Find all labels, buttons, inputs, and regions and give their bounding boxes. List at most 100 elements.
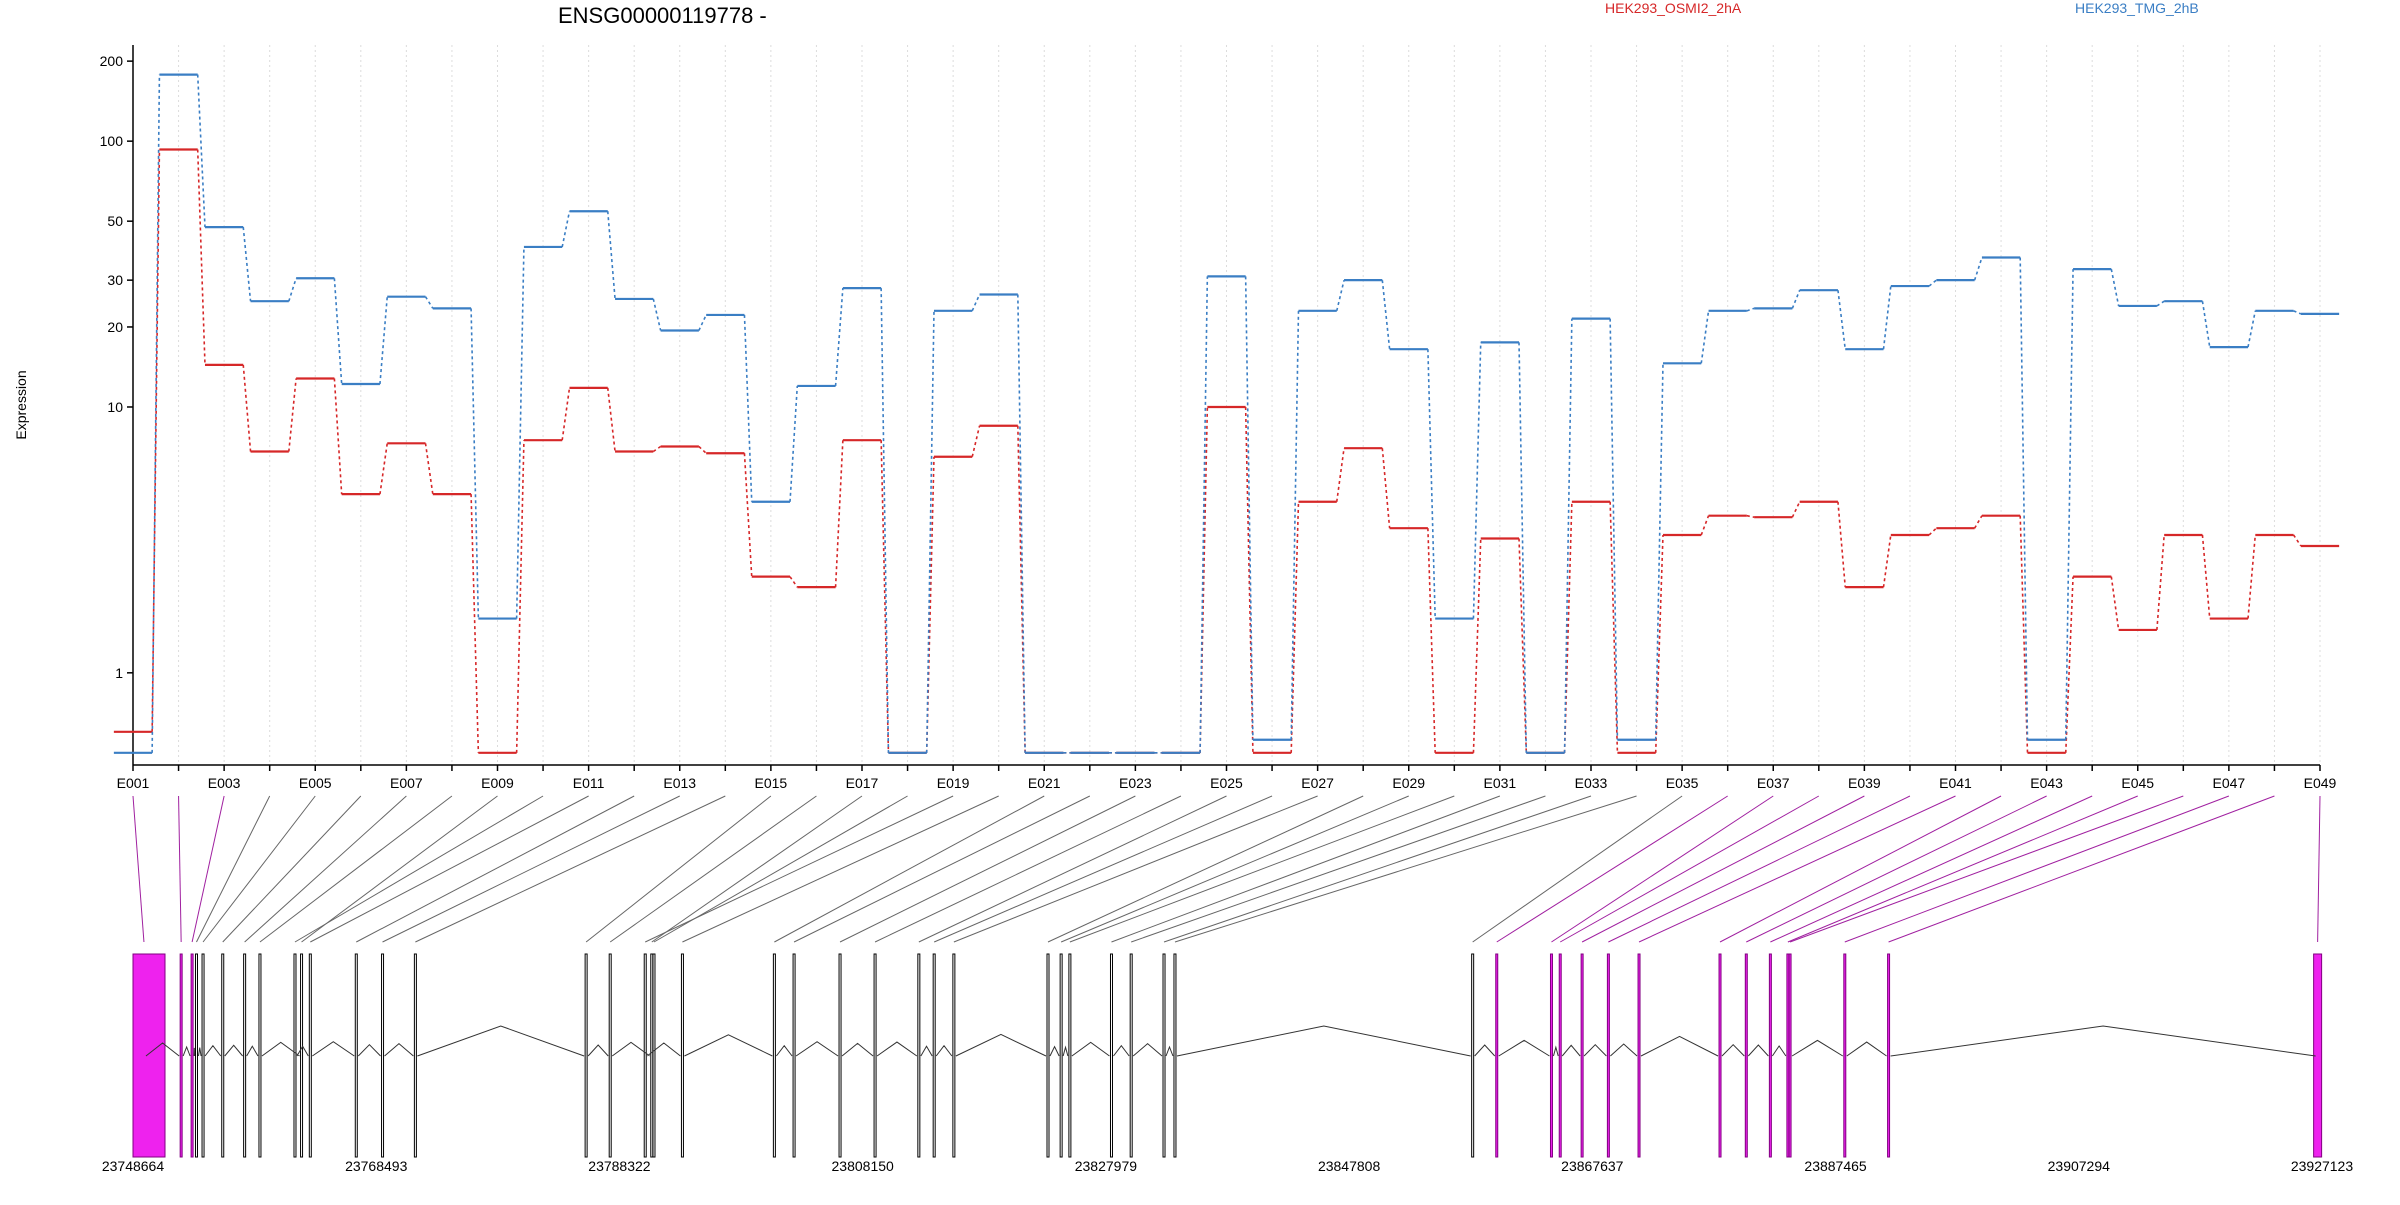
exon-box-E040 <box>1606 953 1610 1158</box>
exon-link-E020 <box>682 795 999 943</box>
x-tick-label-E047: E047 <box>2213 775 2246 791</box>
axes-layer: 1 10 20 30 50 100 200 E001 E003 E005 E007 E009 E011 E… <box>100 45 2337 791</box>
exon-box-E016 <box>608 953 612 1158</box>
exon-link-E048 <box>1888 795 2275 943</box>
exon-box-E027 <box>952 953 956 1158</box>
exon-link-E002 <box>178 795 182 943</box>
exon-box-E044 <box>1768 953 1772 1158</box>
exon-link-E046 <box>1789 795 2184 943</box>
y-tick-label-10: 10 <box>107 399 123 415</box>
exon-box-E043 <box>1744 953 1748 1158</box>
exon-link-E007 <box>244 795 407 943</box>
exon-box-E041 <box>1637 953 1641 1158</box>
genomic-tick-23867637: 23867637 <box>1561 1158 1624 1174</box>
y-tick-label-20: 20 <box>107 319 123 335</box>
chart-title: ENSG00000119778 - <box>558 3 767 28</box>
exon-box-E034 <box>1173 953 1177 1158</box>
connector-HEK293_TMG_2hB <box>151 74 2302 754</box>
genomic-tick-23827979: 23827979 <box>1075 1158 1138 1174</box>
exon-link-E001 <box>132 795 145 943</box>
exon-box-E019 <box>643 953 647 1158</box>
exon-link-E039 <box>1581 795 1865 943</box>
exon-link-E022 <box>793 795 1091 943</box>
exon-box-E009 <box>300 953 304 1158</box>
exon-link-E033 <box>1163 795 1592 943</box>
exon-link-E028 <box>1047 795 1364 943</box>
exon-link-E038 <box>1559 795 1820 943</box>
genomic-tick-23907294: 23907294 <box>2048 1158 2111 1174</box>
exon-link-E003 <box>191 795 225 943</box>
x-tick-label-E043: E043 <box>2030 775 2063 791</box>
exon-link-E009 <box>301 795 498 943</box>
legend-entry-osmi2: HEK293_OSMI2_2hA <box>1605 0 1742 16</box>
x-tick-label-E023: E023 <box>1119 775 1152 791</box>
exon-link-E025 <box>918 795 1227 943</box>
x-tick-label-E033: E033 <box>1575 775 1608 791</box>
exon-link-E043 <box>1746 795 2047 943</box>
exon-box-E010 <box>293 953 297 1158</box>
exon-link-E040 <box>1608 795 1911 943</box>
exon-box-E008 <box>258 953 262 1158</box>
exon-link-E008 <box>259 795 453 943</box>
exon-link-E037 <box>1551 795 1774 943</box>
x-tick-label-E019: E019 <box>937 775 970 791</box>
x-tick-label-E049: E049 <box>2304 775 2337 791</box>
exon-link-E013 <box>382 795 680 943</box>
exon-link-E045 <box>1787 795 2138 943</box>
x-tick-label-E003: E003 <box>208 775 241 791</box>
exon-link-E049 <box>2317 795 2321 943</box>
exon-link-E036 <box>1496 795 1728 943</box>
exon-link-E005 <box>202 795 316 943</box>
exon-link-E021 <box>774 795 1045 943</box>
exon-box-E020 <box>680 953 684 1158</box>
x-tick-label-E031: E031 <box>1484 775 1517 791</box>
y-axis-label: Expression <box>13 370 29 439</box>
y-tick-label-50: 50 <box>107 213 123 229</box>
exon-link-E014 <box>415 795 726 943</box>
genomic-tick-23808150: 23808150 <box>832 1158 895 1174</box>
y-tick-label-1: 1 <box>115 665 123 681</box>
x-tick-label-E025: E025 <box>1210 775 1243 791</box>
x-tick-label-E005: E005 <box>299 775 332 791</box>
exon-box-E023 <box>838 953 842 1158</box>
exon-box-E048 <box>1887 953 1891 1158</box>
x-tick-label-E027: E027 <box>1301 775 1334 791</box>
exon-link-E016 <box>609 795 817 943</box>
connector-HEK293_OSMI2_2hA <box>151 149 2302 754</box>
exon-box-E021 <box>772 953 776 1158</box>
y-tick-label-200: 200 <box>100 53 124 69</box>
genomic-tick-23927123: 23927123 <box>2291 1158 2354 1174</box>
x-tick-label-E017: E017 <box>846 775 879 791</box>
series-HEK293_OSMI2_2hA <box>113 148 2340 754</box>
exon-box-E004 <box>194 953 198 1158</box>
exon-box-E042 <box>1718 953 1722 1158</box>
exon-box-E007 <box>243 953 247 1158</box>
exon-link-E032 <box>1131 795 1546 943</box>
gene-model-layer: 23748664 23768493 23788322 23808150 23827979… <box>102 953 2354 1174</box>
x-tick-label-E015: E015 <box>755 775 788 791</box>
x-tick-label-E041: E041 <box>1939 775 1972 791</box>
x-tick-label-E029: E029 <box>1392 775 1425 791</box>
exon-link-E015 <box>585 795 772 943</box>
exon-box-E037 <box>1549 953 1553 1158</box>
y-tick-label-30: 30 <box>107 272 123 288</box>
exon-box-E011 <box>308 953 312 1158</box>
x-tick-label-E013: E013 <box>663 775 696 791</box>
legend-entry-tmg: HEK293_TMG_2hB <box>2075 0 2199 16</box>
x-tick-label-E039: E039 <box>1848 775 1881 791</box>
exon-link-E017 <box>651 795 863 943</box>
genomic-tick-23887465: 23887465 <box>1804 1158 1867 1174</box>
genomic-tick-23748664: 23748664 <box>102 1158 165 1174</box>
exon-box-E047 <box>1843 953 1847 1158</box>
x-tick-label-E011: E011 <box>573 775 605 791</box>
exon-box-E033 <box>1162 953 1166 1158</box>
exon-link-E023 <box>839 795 1136 943</box>
exon-link-E004 <box>196 795 271 943</box>
exon-box-E028 <box>1046 953 1050 1158</box>
series-HEK293_TMG_2hB <box>113 73 2340 754</box>
y-tick-label-100: 100 <box>100 133 124 149</box>
x-tick-label-E037: E037 <box>1757 775 1790 791</box>
x-tick-label-E009: E009 <box>481 775 514 791</box>
